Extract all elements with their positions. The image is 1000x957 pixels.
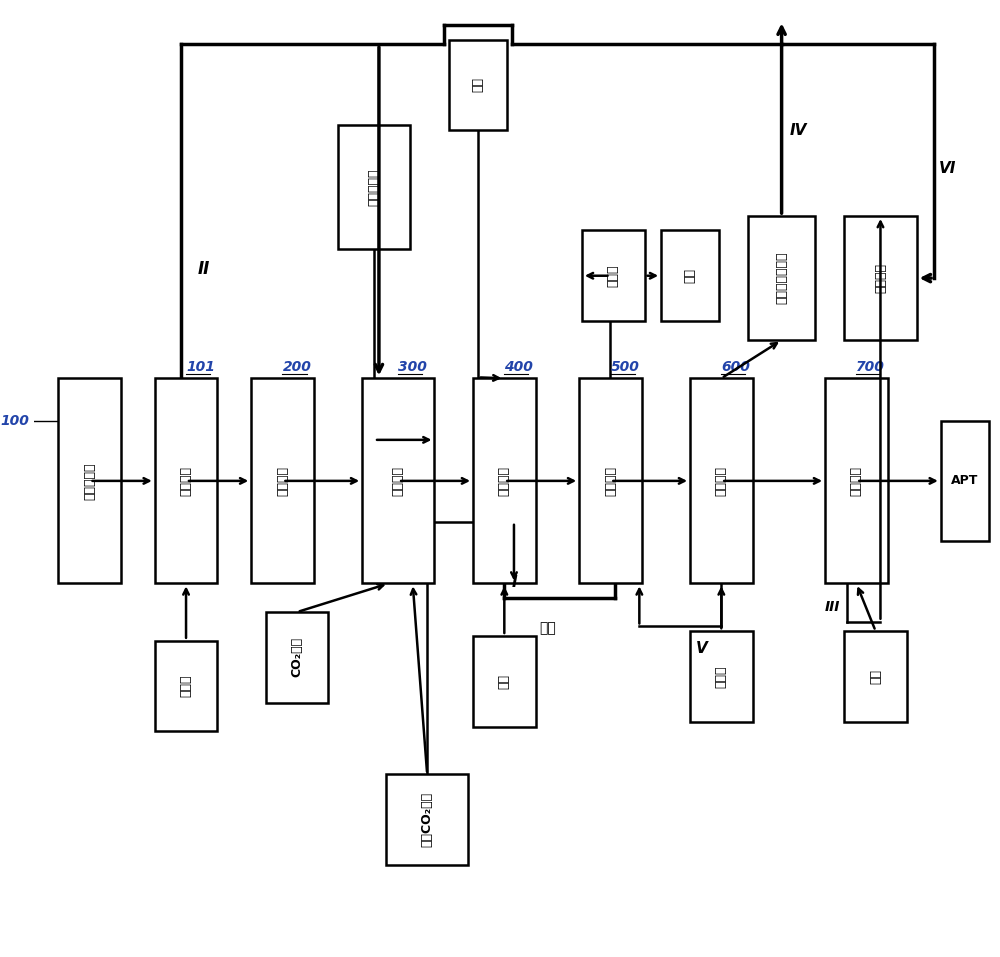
Text: 工业CO₂气体: 工业CO₂气体 (421, 792, 434, 847)
Text: 400: 400 (504, 360, 533, 373)
Text: 300: 300 (398, 360, 427, 373)
Text: 100: 100 (0, 414, 29, 428)
Text: 200: 200 (282, 360, 311, 373)
Text: 氨气和二氧化碳: 氨气和二氧化碳 (775, 252, 788, 304)
Text: 分离洗涤: 分离洗涤 (498, 466, 511, 496)
Text: 生料配制: 生料配制 (180, 466, 193, 496)
Text: 700: 700 (856, 360, 885, 373)
Text: 补充碳酸铵: 补充碳酸铵 (368, 168, 381, 206)
Text: VI: VI (939, 161, 956, 176)
Text: 冷凝水: 冷凝水 (715, 665, 728, 688)
Bar (449, 39, 507, 130)
Text: 滤出液: 滤出液 (607, 264, 620, 287)
Text: 溶液净化: 溶液净化 (604, 466, 617, 496)
Text: 弃渣: 弃渣 (683, 268, 696, 283)
Bar (844, 632, 907, 722)
Bar (941, 421, 989, 541)
Bar (58, 378, 121, 584)
Text: IV: IV (789, 122, 807, 138)
Text: 熟料烧成: 熟料烧成 (276, 466, 289, 496)
Bar (251, 378, 314, 584)
Bar (748, 216, 815, 340)
Bar (473, 636, 536, 726)
Bar (362, 378, 434, 584)
Text: V: V (696, 641, 708, 656)
Bar (155, 378, 217, 584)
Bar (661, 231, 719, 321)
Bar (844, 216, 917, 340)
Bar (582, 231, 645, 321)
Text: I: I (512, 575, 518, 590)
Bar (473, 378, 536, 584)
Text: 500: 500 (610, 360, 639, 373)
Text: 洗水: 洗水 (498, 674, 511, 689)
Bar (690, 632, 753, 722)
Text: 洗水: 洗水 (869, 669, 882, 684)
Text: 钨矿物原料: 钨矿物原料 (83, 462, 96, 500)
Text: 分离洗涤: 分离洗涤 (850, 466, 863, 496)
Text: 晶种: 晶种 (471, 78, 484, 93)
Text: 600: 600 (721, 360, 750, 373)
Text: III: III (825, 600, 840, 614)
Text: 101: 101 (186, 360, 215, 373)
Bar (338, 125, 410, 250)
Bar (690, 378, 753, 584)
Text: 蒸发结晶: 蒸发结晶 (715, 466, 728, 496)
Bar (266, 612, 328, 702)
Text: 熟料浸出: 熟料浸出 (392, 466, 405, 496)
Text: II: II (198, 259, 210, 278)
Text: 洗水: 洗水 (539, 622, 556, 635)
Text: 循环氨液: 循环氨液 (874, 263, 887, 293)
Text: CO₂气体: CO₂气体 (290, 637, 303, 678)
Bar (155, 641, 217, 731)
Bar (579, 378, 642, 584)
Bar (825, 378, 888, 584)
Bar (386, 774, 468, 865)
Text: APT: APT (951, 475, 979, 487)
Text: 矿化剂: 矿化剂 (180, 675, 193, 698)
